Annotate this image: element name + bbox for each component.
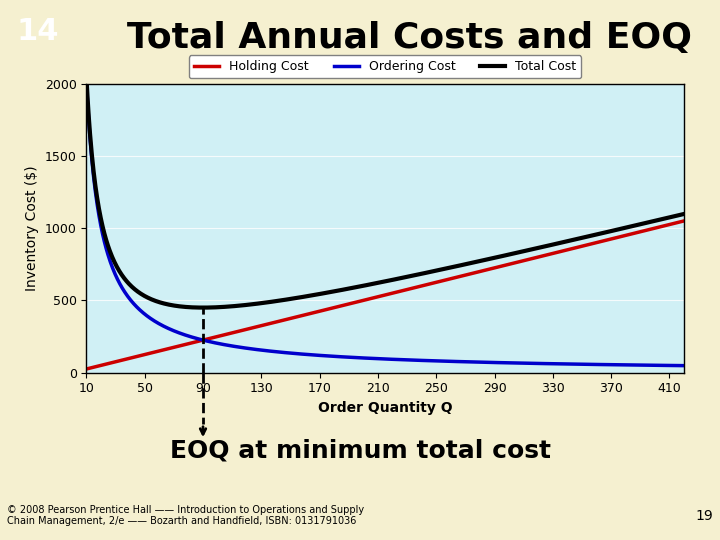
Text: EOQ at minimum total cost: EOQ at minimum total cost: [169, 439, 551, 463]
Text: © 2008 Pearson Prentice Hall —— Introduction to Operations and Supply
Chain Mana: © 2008 Pearson Prentice Hall —— Introduc…: [7, 505, 364, 526]
Text: Total Annual Costs and EOQ: Total Annual Costs and EOQ: [127, 22, 692, 55]
X-axis label: Order Quantity Q: Order Quantity Q: [318, 401, 452, 415]
Legend: Holding Cost, Ordering Cost, Total Cost: Holding Cost, Ordering Cost, Total Cost: [189, 55, 582, 78]
Text: 14: 14: [17, 17, 59, 46]
Text: 19: 19: [695, 509, 713, 523]
Y-axis label: Inventory Cost ($): Inventory Cost ($): [25, 165, 40, 291]
